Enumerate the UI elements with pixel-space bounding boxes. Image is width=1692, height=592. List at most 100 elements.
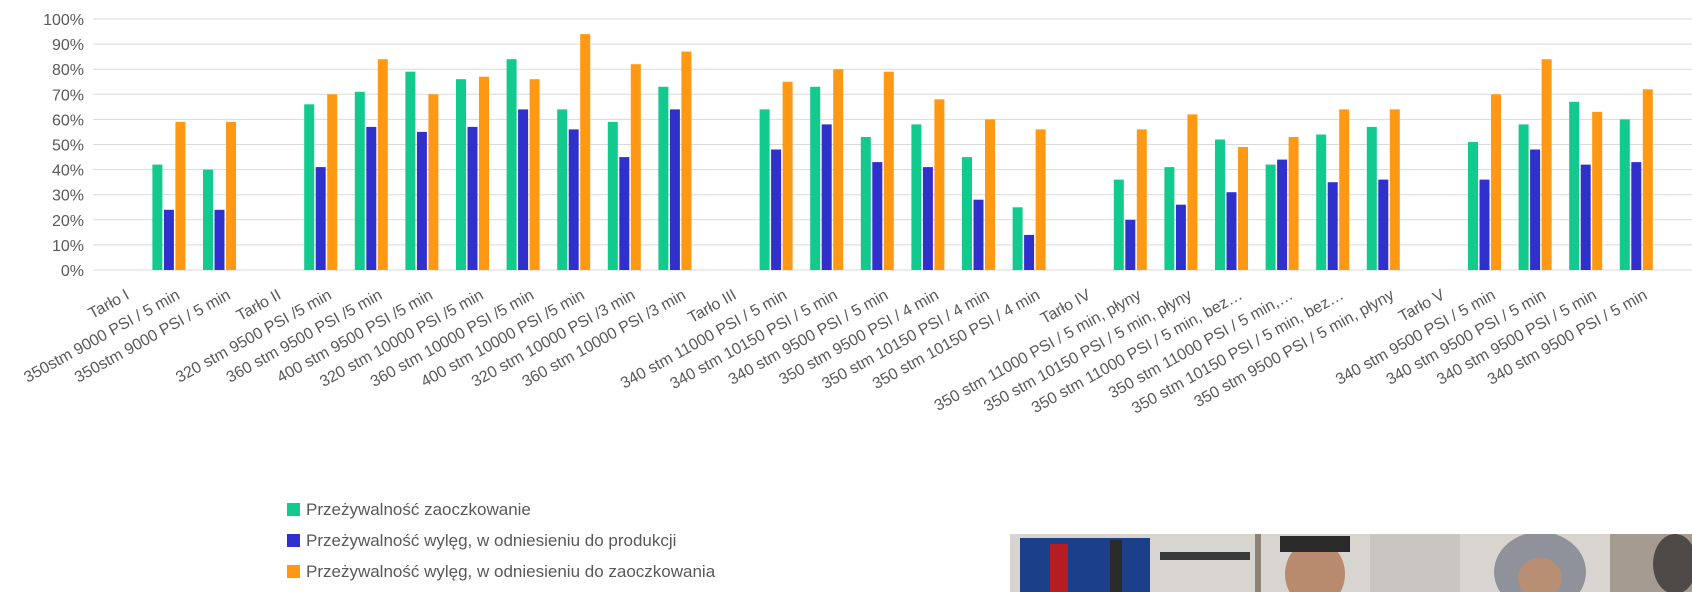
bar <box>1226 192 1237 270</box>
bar <box>456 79 466 270</box>
bar <box>1541 59 1552 271</box>
bar <box>518 109 529 271</box>
bar <box>467 126 478 271</box>
y-tick-label: 10% <box>52 238 84 255</box>
bar <box>1035 129 1046 270</box>
bar <box>985 119 995 271</box>
bar <box>821 124 832 271</box>
legend-item-zaoczkowanie: Przeżywalność zaoczkowanie <box>287 494 715 525</box>
bar <box>759 109 770 271</box>
bar <box>377 59 388 271</box>
bar <box>1491 94 1501 270</box>
bar <box>1569 101 1580 270</box>
bar <box>1631 162 1642 270</box>
bar <box>1215 139 1225 270</box>
bar <box>1339 109 1350 271</box>
bar <box>304 104 315 270</box>
legend-swatch <box>287 565 300 578</box>
bar <box>771 149 782 270</box>
bar <box>1642 89 1653 270</box>
bar <box>1164 167 1175 270</box>
y-tick-label: 70% <box>52 87 84 104</box>
bar <box>506 59 517 271</box>
bar <box>1288 137 1299 270</box>
bar <box>962 157 972 270</box>
bar <box>883 71 894 270</box>
bar <box>1238 147 1248 270</box>
bar <box>1479 179 1490 270</box>
y-tick-label: 30% <box>52 188 84 205</box>
bar <box>405 71 416 270</box>
bar <box>163 209 174 270</box>
y-tick-label: 90% <box>52 37 84 54</box>
bar <box>607 121 618 271</box>
bar <box>1530 149 1541 270</box>
bar <box>860 137 871 270</box>
y-tick-label: 100% <box>43 12 84 29</box>
bar <box>1389 109 1400 271</box>
bar <box>1175 204 1186 270</box>
bar <box>1277 159 1288 270</box>
legend-item-wyleg-zaoczkowanie: Przeżywalność wylęg, w odniesieniu do za… <box>287 556 715 587</box>
legend-item-wyleg-produkcja: Przeżywalność wylęg, w odniesieniu do pr… <box>287 525 715 556</box>
bar <box>327 94 338 270</box>
lab-photo <box>1010 534 1692 592</box>
bar <box>354 91 365 270</box>
bar <box>1125 219 1136 270</box>
bar <box>630 64 641 270</box>
bar <box>782 81 793 271</box>
bar <box>416 131 427 270</box>
bar <box>1265 164 1276 270</box>
bar <box>1012 207 1023 271</box>
bar <box>810 86 821 270</box>
legend-label: Przeżywalność zaoczkowanie <box>306 499 531 519</box>
bar <box>619 157 630 270</box>
y-tick-label: 60% <box>52 112 84 129</box>
legend-label: Przeżywalność wylęg, w odniesieniu do pr… <box>306 530 677 550</box>
bar <box>833 69 844 270</box>
bars <box>152 34 1653 271</box>
bar <box>1136 129 1147 270</box>
bar <box>226 121 236 271</box>
bar <box>973 199 984 270</box>
bar <box>1316 134 1327 270</box>
bar <box>529 79 540 270</box>
bar <box>479 76 489 270</box>
bar <box>214 209 225 270</box>
legend-label: Przeżywalność wylęg, w odniesieniu do za… <box>306 561 716 581</box>
legend: Przeżywalność zaoczkowanie Przeżywalność… <box>287 494 715 587</box>
bar <box>872 162 883 270</box>
bar <box>922 167 933 270</box>
y-tick-label: 80% <box>52 62 84 79</box>
bar <box>1113 179 1124 270</box>
bar <box>1366 126 1377 271</box>
bar <box>557 109 568 271</box>
bar <box>152 164 163 270</box>
bar <box>1024 234 1035 270</box>
bar <box>669 109 680 271</box>
legend-swatch <box>287 534 300 547</box>
bar <box>658 86 669 270</box>
bar <box>681 51 692 270</box>
bar <box>203 169 213 270</box>
bar <box>1580 164 1591 270</box>
bar <box>911 124 922 271</box>
y-tick-label: 50% <box>52 138 84 155</box>
y-axis-ticks: 0% 10% 20% 30% 40% 50% 60% 70% 80% 90% 100% <box>43 12 84 280</box>
bar <box>1619 119 1630 271</box>
bar <box>1468 142 1478 270</box>
bar <box>366 126 377 271</box>
bar <box>580 34 591 270</box>
bar <box>428 94 439 270</box>
y-tick-label: 40% <box>52 163 84 180</box>
y-tick-label: 0% <box>61 263 84 280</box>
legend-swatch <box>287 503 300 516</box>
bar <box>175 121 186 271</box>
bar <box>1378 179 1389 270</box>
bar <box>1518 124 1529 271</box>
bar <box>934 99 945 270</box>
bar <box>1327 182 1338 270</box>
bar <box>568 129 579 270</box>
bar <box>1187 114 1198 271</box>
